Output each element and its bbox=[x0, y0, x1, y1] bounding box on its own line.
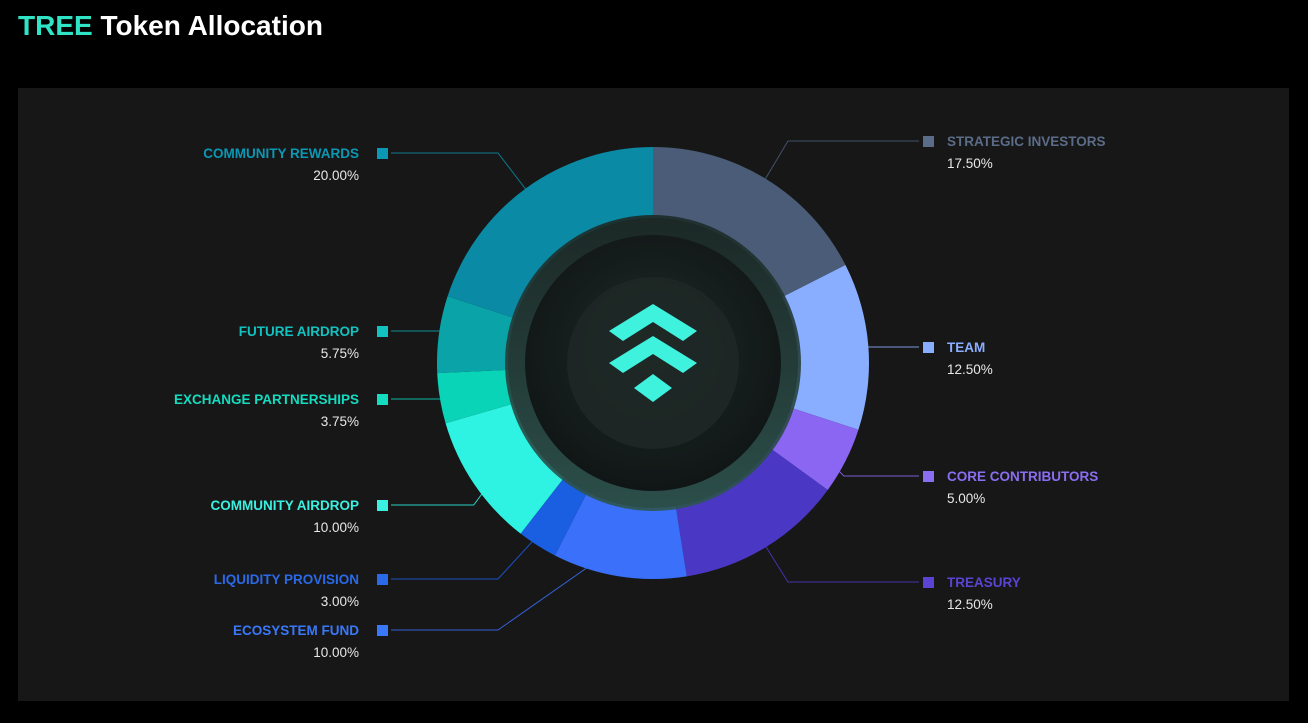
legend-labels: STRATEGIC INVESTORS 17.50% TEAM 12.50% CORE … bbox=[174, 134, 1106, 660]
title-rest: Token Allocation bbox=[100, 10, 323, 41]
chart-panel: STRATEGIC INVESTORS 17.50% TEAM 12.50% CORE … bbox=[18, 88, 1289, 701]
title-accent: TREE bbox=[18, 10, 93, 41]
callout-line-community-airdrop bbox=[391, 464, 505, 506]
callout-line-future-airdrop bbox=[391, 330, 475, 340]
legend-swatch-treasury bbox=[923, 577, 934, 588]
callout-line-exchange-partnerships bbox=[391, 392, 476, 400]
callout-line-liquidity-provision bbox=[391, 515, 557, 580]
label-ecosystem-fund: ECOSYSTEM FUND bbox=[233, 623, 359, 638]
legend-swatch-core-contributors bbox=[923, 471, 934, 482]
donut-chart: STRATEGIC INVESTORS 17.50% TEAM 12.50% CORE … bbox=[174, 134, 1106, 660]
value-community-rewards: 20.00% bbox=[313, 168, 359, 183]
legend-swatch-community-rewards bbox=[377, 148, 388, 159]
slice-future-airdrop bbox=[437, 296, 516, 374]
donut-slices bbox=[437, 146, 869, 579]
page-title: TREE Token Allocation bbox=[18, 10, 323, 42]
slice-ecosystem-fund bbox=[554, 492, 687, 579]
slice-community-rewards bbox=[447, 146, 653, 319]
value-liquidity-provision: 3.00% bbox=[321, 594, 359, 609]
callout-line-strategic-investors bbox=[746, 140, 919, 210]
slice-team bbox=[782, 264, 869, 430]
label-treasury: TREASURY bbox=[947, 575, 1021, 590]
legend-swatch-strategic-investors bbox=[923, 136, 934, 147]
label-future-airdrop: FUTURE AIRDROP bbox=[239, 324, 359, 339]
slice-strategic-investors bbox=[653, 147, 846, 298]
legend-swatch-team bbox=[923, 342, 934, 353]
callout-line-core-contributors bbox=[813, 444, 919, 477]
legend-swatch-liquidity-provision bbox=[377, 574, 388, 585]
label-community-airdrop: COMMUNITY AIRDROP bbox=[211, 498, 360, 513]
label-liquidity-provision: LIQUIDITY PROVISION bbox=[214, 572, 359, 587]
callout-line-ecosystem-fund bbox=[391, 540, 626, 631]
value-strategic-investors: 17.50% bbox=[947, 156, 993, 171]
label-team: TEAM bbox=[947, 340, 985, 355]
value-future-airdrop: 5.75% bbox=[321, 346, 359, 361]
label-core-contributors: CORE CONTRIBUTORS bbox=[947, 469, 1098, 484]
label-strategic-investors: STRATEGIC INVESTORS bbox=[947, 134, 1106, 149]
slice-exchange-partnerships bbox=[437, 369, 514, 424]
slice-core-contributors bbox=[770, 407, 859, 490]
value-community-airdrop: 10.00% bbox=[313, 520, 359, 535]
tree-logo-icon bbox=[609, 304, 697, 402]
label-community-rewards: COMMUNITY REWARDS bbox=[203, 146, 359, 161]
legend-swatch-exchange-partnerships bbox=[377, 394, 388, 405]
value-team: 12.50% bbox=[947, 362, 993, 377]
value-exchange-partnerships: 3.75% bbox=[321, 414, 359, 429]
legend-swatch-ecosystem-fund bbox=[377, 625, 388, 636]
slice-community-airdrop bbox=[445, 403, 565, 534]
value-treasury: 12.50% bbox=[947, 597, 993, 612]
legend-swatch-community-airdrop bbox=[377, 500, 388, 511]
center-glow bbox=[567, 277, 739, 449]
value-core-contributors: 5.00% bbox=[947, 491, 985, 506]
callout-line-treasury bbox=[746, 516, 919, 583]
callout-line-community-rewards bbox=[391, 152, 548, 218]
callouts bbox=[391, 140, 919, 631]
label-exchange-partnerships: EXCHANGE PARTNERSHIPS bbox=[174, 392, 359, 407]
callout-line-team bbox=[832, 346, 919, 350]
slice-treasury bbox=[675, 448, 828, 577]
value-ecosystem-fund: 10.00% bbox=[313, 645, 359, 660]
legend-swatch-future-airdrop bbox=[377, 326, 388, 337]
